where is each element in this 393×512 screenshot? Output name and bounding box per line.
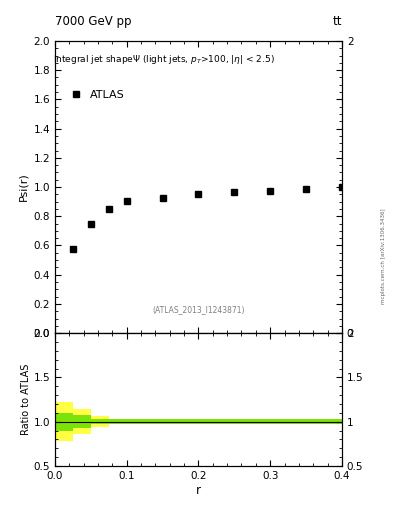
Text: 7000 GeV pp: 7000 GeV pp	[55, 15, 132, 28]
ATLAS	[160, 195, 165, 201]
Y-axis label: Psi(r): Psi(r)	[18, 173, 28, 201]
Legend: ATLAS: ATLAS	[66, 84, 130, 105]
ATLAS	[107, 206, 111, 212]
Text: (ATLAS_2013_I1243871): (ATLAS_2013_I1243871)	[152, 305, 245, 314]
Text: tt: tt	[332, 15, 342, 28]
X-axis label: r: r	[196, 483, 201, 497]
ATLAS	[196, 191, 201, 197]
ATLAS	[125, 198, 129, 204]
Y-axis label: Ratio to ATLAS: Ratio to ATLAS	[21, 364, 31, 435]
Line: ATLAS: ATLAS	[70, 184, 345, 252]
Text: Integral jet shape$\Psi$ (light jets, $p_T$>100, |$\eta$| < 2.5): Integral jet shape$\Psi$ (light jets, $p…	[53, 53, 275, 66]
ATLAS	[232, 189, 237, 195]
Text: mcplots.cern.ch [arXiv:1306.3436]: mcplots.cern.ch [arXiv:1306.3436]	[381, 208, 386, 304]
ATLAS	[340, 184, 344, 190]
ATLAS	[88, 221, 93, 227]
ATLAS	[71, 246, 75, 252]
ATLAS	[304, 186, 309, 193]
ATLAS	[268, 187, 273, 194]
